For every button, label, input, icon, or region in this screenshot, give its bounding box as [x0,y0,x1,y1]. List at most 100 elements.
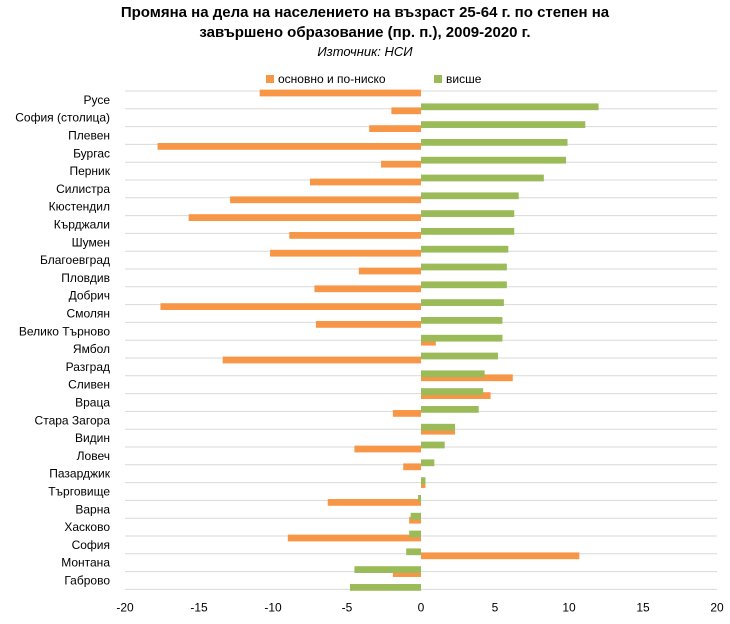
category-label: Русе [83,93,110,107]
bar-basic [327,499,421,506]
bar-higher [421,352,498,360]
bar-basic [314,285,421,293]
bar-higher [421,103,599,111]
legend-label-basic: основно и по-ниско [278,72,386,86]
bar-basic [270,249,421,257]
category-label: София (столица) [15,111,110,125]
bar-higher [421,477,426,484]
bar-higher [421,388,484,395]
category-label: Перник [69,164,110,178]
category-label: Добрич [69,289,110,303]
x-tick-label: -5 [342,600,353,614]
bar-basic [358,267,421,275]
category-label: Търговище [48,485,110,499]
bar-higher [349,584,421,591]
chart-source: Източник: НСИ [317,44,413,59]
category-label: Кърджали [54,218,110,232]
bar-basic [409,516,421,524]
bar-basic [310,178,421,186]
legend-swatch-basic [266,75,274,83]
bar-higher [421,192,519,200]
bar-higher [409,530,421,538]
category-label: Габрово [64,574,110,588]
category-label: Смолян [67,307,110,321]
bar-higher [421,317,503,324]
bar-higher [421,441,445,449]
bar-higher [354,566,421,573]
bar-basic [188,214,421,221]
category-label: Велико Търново [19,324,110,338]
category-label: Кюстендил [49,200,110,214]
bar-higher [421,281,507,289]
category-label: Ямбол [73,342,110,356]
bar-basic [421,338,436,346]
chart-legend: основно и по-ниско висше [0,71,730,87]
bar-basic [421,552,580,560]
bar-basic [354,445,421,453]
bar-higher [421,423,456,431]
bar-higher [421,121,586,128]
category-label: Ловеч [77,449,110,463]
bar-basic [421,427,456,435]
bar-basic [369,125,421,132]
bar-basic [421,374,513,382]
x-tick-label: 15 [636,600,650,614]
bar-higher [421,406,479,413]
bar-basic [287,534,421,542]
chart-title-line2: завършено образование (пр. п.), 2009-202… [199,24,531,41]
bar-higher [421,228,515,235]
x-tick-label: 10 [562,600,576,614]
category-label: Стара Загора [35,413,111,427]
category-label: Варна [75,502,110,516]
category-label: Сливен [68,378,110,392]
category-label: Разград [66,360,110,374]
bar-higher [421,245,509,253]
category-label: Видин [75,431,110,445]
bar-basic [421,392,491,399]
x-tick-label: 0 [418,600,425,614]
x-tick-label: -10 [264,600,282,614]
chart-title-line1: Промяна на дела на населението на възрас… [120,4,610,21]
bar-higher [421,174,544,182]
bar-higher [421,210,515,217]
x-tick-label: 20 [710,600,724,614]
bar-higher [421,370,485,378]
bar-higher [421,263,507,271]
category-label: Благоевград [40,253,110,267]
category-label: Монтана [61,556,110,570]
bar-basic [230,196,421,204]
category-label: Плевен [68,129,110,143]
bar-basic [315,321,421,328]
category-label: Бургас [73,146,110,160]
bar-higher [421,334,503,342]
bar-higher [421,459,435,467]
bar-basic [392,410,421,417]
bar-higher [421,139,568,146]
x-tick-label: 5 [492,600,499,614]
bar-basic [289,232,421,239]
bar-higher [406,548,421,556]
bar-higher [410,512,421,520]
legend-swatch-higher [434,75,442,83]
legend-label-higher: висше [446,72,482,86]
category-label: Силистра [56,182,110,196]
x-tick-label: -15 [190,600,208,614]
bar-basic [259,89,421,97]
x-tick-label: -20 [116,600,134,614]
category-label: Шумен [72,235,110,249]
bar-higher [421,156,567,164]
bar-basic [421,481,426,488]
bar-basic [391,107,421,115]
bar-basic [381,160,421,168]
bar-basic [160,303,421,310]
bar-basic [157,143,421,150]
bar-higher [421,299,504,306]
bar-basic [222,356,421,364]
bar-basic [392,570,421,577]
bar-higher [418,495,421,502]
category-label: Враца [75,396,110,410]
bar-basic [403,463,421,471]
category-label: Пазарджик [49,467,110,481]
category-label: Пловдив [61,271,110,285]
